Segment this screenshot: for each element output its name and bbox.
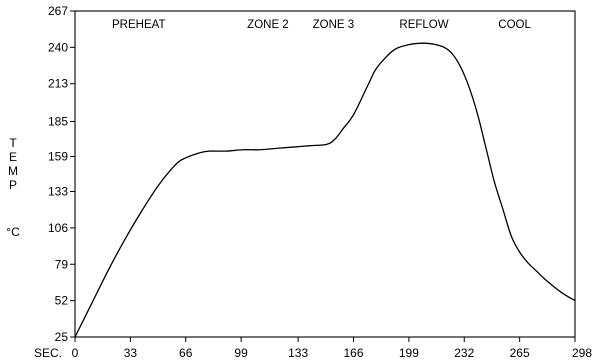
x-tick-label-5: 166 [344,346,364,360]
zone-label-1: ZONE 2 [247,19,289,31]
y-tick-label-6: 185 [48,114,68,128]
y-tick-label-4: 133 [48,185,68,199]
y-tick-label-3: 106 [48,221,68,235]
y-tick-label-7: 213 [48,77,68,91]
zone-label-0: PREHEAT [112,19,165,31]
x-tick-label-6: 199 [399,346,419,360]
zone-label-4: COOL [498,19,531,31]
x-tick-label-0: 0 [72,346,79,360]
y-axis-label-part-2: M [8,164,18,178]
zone-labels: PREHEAT ZONE 2 ZONE 3 REFLOW COOL [112,19,531,31]
y-tick-label-8: 240 [48,40,68,54]
x-tick-label-7: 232 [454,346,474,360]
y-axis-label-part-3: P [9,178,17,192]
y-tick-label-5: 159 [48,149,68,163]
x-tick-label-1: 33 [124,346,138,360]
y-axis-label-part-4: °C [6,225,20,239]
y-tick-label-9: 267 [48,4,68,18]
x-tick-label-8: 265 [510,346,530,360]
y-axis-label-part-1: E [9,150,17,164]
x-tick-labels: 0 33 66 99 133 166 199 232 265 298 [72,346,593,360]
y-tick-label-2: 79 [55,257,69,271]
x-axis-label: SEC. [34,346,62,360]
y-tick-label-0: 25 [55,330,69,344]
y-tick-label-1: 52 [55,294,69,308]
y-axis-label-part-0: T [9,136,17,150]
y-tick-labels: 25 52 79 106 133 159 185 213 240 267 [48,4,68,344]
x-tick-label-3: 99 [234,346,248,360]
plot-frame [74,10,576,338]
x-tick-label-4: 133 [288,346,308,360]
x-tick-label-2: 66 [179,346,193,360]
zone-label-3: REFLOW [399,19,448,31]
tick-marks [70,10,576,342]
x-tick-label-9: 298 [572,346,592,360]
zone-label-2: ZONE 3 [313,19,355,31]
temperature-curve [74,42,576,338]
